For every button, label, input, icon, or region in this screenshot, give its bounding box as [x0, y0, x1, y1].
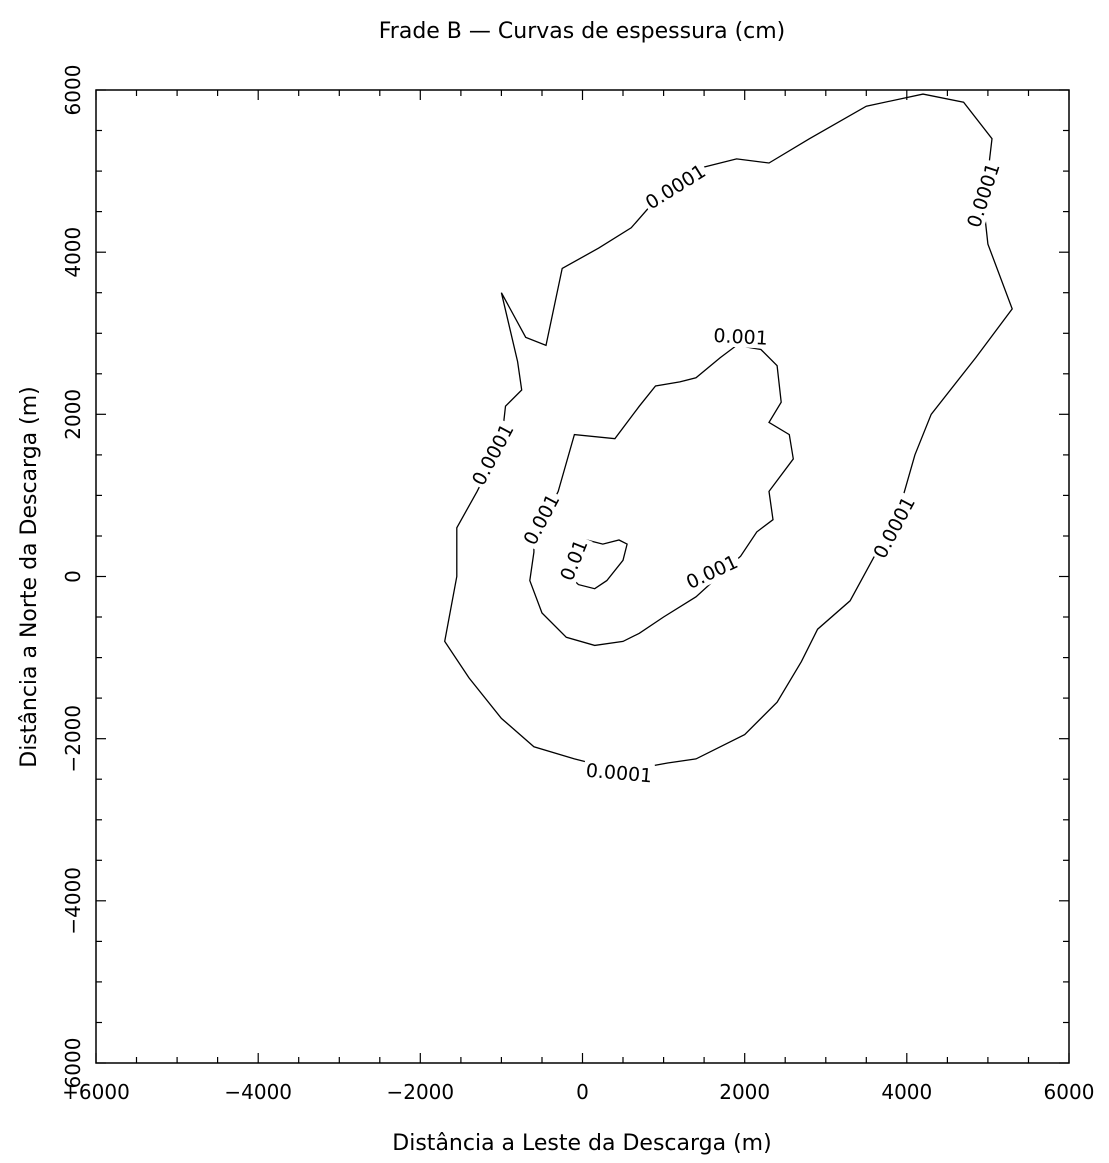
x-tick-label: +6000	[62, 1080, 130, 1104]
axis-ticks	[95, 89, 1070, 1064]
y-axis-label: Distância a Norte da Descarga (m)	[17, 386, 42, 768]
contour-label: 0.0001	[466, 418, 519, 491]
chart-title: Frade B — Curvas de espessura (cm)	[379, 19, 786, 44]
contour-label-bg	[961, 158, 1005, 232]
contour-label-text: 0.0001	[963, 160, 1004, 230]
y-tick-label: 4000	[61, 227, 85, 278]
contour-label-text: 0.001	[713, 325, 768, 350]
x-tick-label: 2000	[719, 1080, 770, 1104]
y-tick-label: 0	[61, 570, 85, 583]
y-tick-label: −4000	[61, 867, 85, 935]
contour-label: 0.001	[680, 549, 744, 594]
contour-label-text: 0.01	[556, 537, 592, 584]
contour-lines	[444, 93, 1013, 772]
contour-labels: 0.0001 0.00010.00010.00010.00010.0010.001…	[466, 158, 1005, 787]
x-tick-label: −2000	[386, 1080, 454, 1104]
contour-label: 0.01	[554, 533, 593, 587]
x-tick-labels: +6000 −4000 −2000 0 2000 4000 6000	[62, 1080, 1094, 1104]
contour-label: 0.001	[517, 488, 565, 551]
y-tick-label: 2000	[61, 389, 85, 440]
x-tick-label: 6000	[1044, 1080, 1095, 1104]
contour-label: 0.0001	[639, 158, 711, 215]
contour-label-bg	[710, 323, 771, 349]
contour-label-text: 0.0001	[468, 420, 519, 489]
contour-line-0-0001	[444, 93, 1013, 772]
contour-label-text: 0.001	[520, 491, 565, 549]
contour-label-bg	[639, 158, 711, 215]
x-tick-label: 0	[576, 1080, 589, 1104]
y-tick-labels: 6000 −4000 −2000 0 2000 4000 6000	[61, 65, 85, 1089]
contour-label: 0.0001	[961, 158, 1005, 232]
contour-label-bg	[554, 533, 593, 587]
x-tick-label: 4000	[881, 1080, 932, 1104]
contour-line-0-001	[529, 344, 794, 647]
y-tick-label: 6000	[61, 1038, 85, 1089]
contour-label-bg	[680, 549, 744, 594]
contour-label: 0.0001	[867, 491, 920, 564]
x-tick-label: −4000	[224, 1080, 292, 1104]
contour-label-text: 0.001	[683, 551, 742, 594]
contour-label-bg	[867, 491, 920, 564]
y-tick-label: −2000	[61, 705, 85, 773]
contour-label-bg	[517, 488, 565, 551]
contour-label-text: 0.0001	[585, 760, 653, 788]
x-axis-label: Distância a Leste da Descarga (m)	[392, 1131, 771, 1156]
contour-label-text: 0.0001	[869, 493, 920, 562]
contour-label-bg	[466, 418, 519, 491]
contour-label-bg	[583, 758, 655, 787]
plot-frame	[95, 89, 1070, 1064]
contour-label: 0.001	[710, 323, 771, 350]
contour-label: 0.0001	[583, 758, 655, 787]
contour-label-text: 0.0001	[642, 160, 710, 214]
y-tick-label: 6000	[61, 65, 85, 116]
